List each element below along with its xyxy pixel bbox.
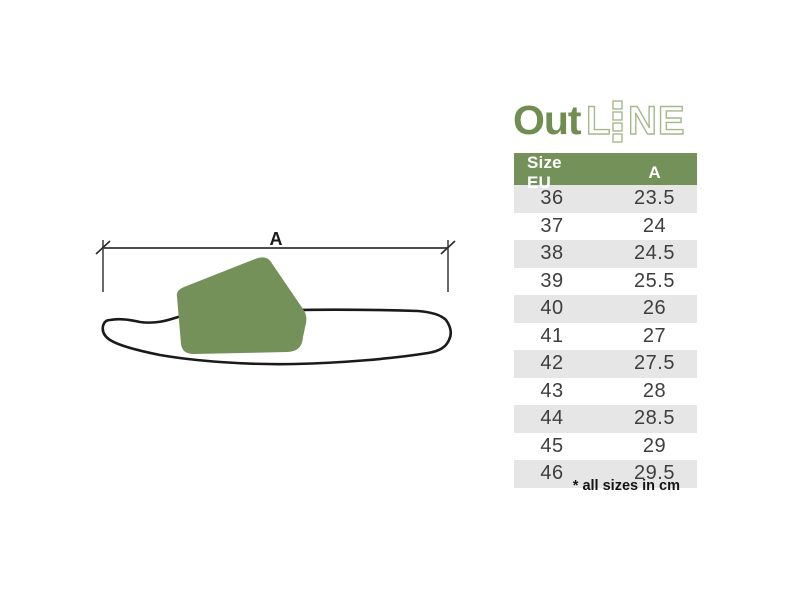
table-row: 45 29 — [514, 432, 697, 460]
table-body: 36 23.5 37 24 38 24.5 39 25.5 40 26 41 2… — [514, 185, 697, 488]
footnote: * all sizes in cm — [572, 478, 680, 494]
table-row: 36 23.5 — [514, 185, 697, 213]
size-cell: 40 — [540, 297, 564, 320]
length-cell: 28.5 — [634, 407, 675, 430]
header-cell-a: A — [648, 163, 661, 182]
length-cell: 28 — [642, 379, 667, 402]
logo-text-out: Out — [513, 97, 582, 143]
dimension-annotation: A — [95, 229, 456, 292]
table-row: 41 27 — [514, 322, 697, 350]
table-row: 43 28 — [514, 377, 697, 405]
length-cell: 26 — [642, 297, 667, 320]
table-row: 37 24 — [514, 212, 697, 240]
length-cell: 29.5 — [634, 462, 675, 485]
size-cell: 45 — [540, 434, 564, 457]
size-table: Size EU A 36 23.5 37 24 38 24.5 39 25.5 … — [514, 153, 697, 488]
dimension-label: A — [270, 229, 283, 249]
size-cell: 37 — [540, 214, 564, 237]
size-cell: 38 — [540, 242, 564, 265]
table-row: 44 28.5 — [514, 405, 697, 433]
header-cell-size-eu: Size EU — [527, 153, 562, 192]
dimension-tick-left-icon — [95, 240, 111, 255]
logo-text-ne: NE — [628, 99, 686, 143]
table-row: 46 29.5 — [514, 460, 697, 488]
logo-text-l: L — [586, 99, 610, 143]
length-cell: 24.5 — [634, 242, 675, 265]
size-cell: 43 — [540, 379, 564, 402]
table-header-row: Size EU A — [514, 153, 697, 192]
dimension-tick-right-icon — [440, 240, 456, 255]
size-cell: 39 — [540, 269, 564, 292]
table-row: 42 27.5 — [514, 350, 697, 378]
size-cell: 46 — [540, 462, 564, 485]
length-cell: 27 — [642, 324, 667, 347]
length-cell: 27.5 — [634, 352, 675, 375]
length-cell: 23.5 — [634, 187, 675, 210]
table-row: 40 26 — [514, 295, 697, 323]
length-cell: 29 — [642, 434, 667, 457]
size-cell: 44 — [540, 407, 564, 430]
size-cell: 41 — [540, 324, 564, 347]
logo-dashed-i-icon — [612, 100, 623, 143]
size-cell: 36 — [540, 187, 564, 210]
sandal-strap — [176, 257, 307, 354]
size-cell: 42 — [540, 352, 564, 375]
length-cell: 24 — [642, 214, 667, 237]
outline-logo: Out L NE — [513, 97, 686, 144]
length-cell: 25.5 — [634, 269, 675, 292]
table-row: 39 25.5 — [514, 267, 697, 295]
table-row: 38 24.5 — [514, 240, 697, 268]
